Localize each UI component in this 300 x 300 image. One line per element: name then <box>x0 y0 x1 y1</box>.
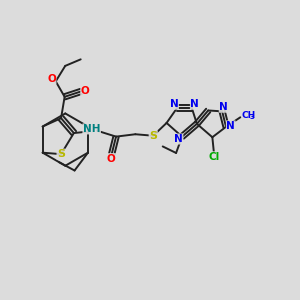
Text: 3: 3 <box>249 114 254 120</box>
Text: O: O <box>81 86 89 96</box>
Text: Cl: Cl <box>209 152 220 162</box>
Text: NH: NH <box>83 124 101 134</box>
Text: CH: CH <box>242 111 256 120</box>
Text: N: N <box>174 134 183 144</box>
Text: N: N <box>169 99 178 109</box>
Text: N: N <box>190 99 199 109</box>
Text: O: O <box>47 74 56 84</box>
Text: N: N <box>219 102 228 112</box>
Text: O: O <box>106 154 116 164</box>
Text: S: S <box>57 149 65 159</box>
Text: N: N <box>226 121 235 131</box>
Text: S: S <box>149 131 157 141</box>
